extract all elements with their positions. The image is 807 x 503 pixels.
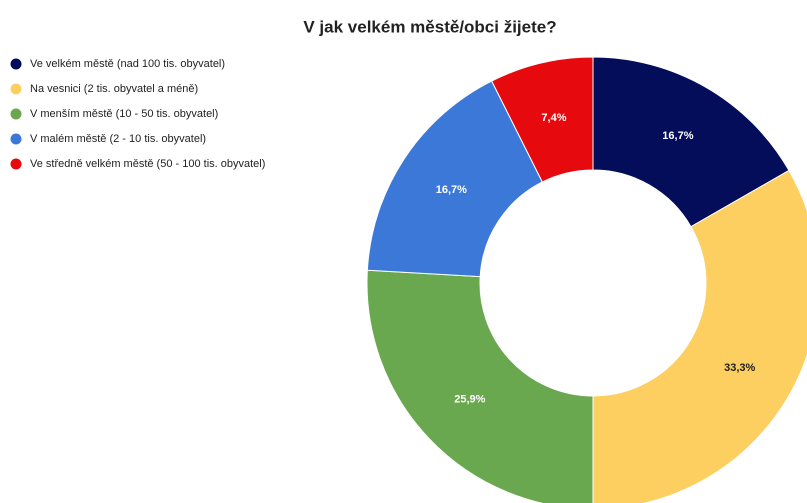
legend-marker (10, 58, 22, 70)
legend-marker (10, 83, 22, 95)
slice (366, 80, 544, 278)
slice-label: 16,7% (662, 130, 693, 142)
slice-label: 33,3% (724, 362, 755, 374)
legend-text: V malém městě (2 - 10 tis. obyvatel) (30, 133, 206, 145)
legend-text: Ve středně velkém městě (50 - 100 tis. o… (30, 158, 265, 170)
slice (490, 56, 594, 183)
slice-label: 25,9% (454, 393, 485, 405)
slice-label: 16,7% (436, 184, 467, 196)
slice (592, 56, 790, 228)
chart-title: V jak velkém městě/obci žijete? (303, 17, 556, 36)
legend-text: Ve velkém městě (nad 100 tis. obyvatel) (30, 58, 225, 70)
slice (592, 169, 807, 503)
legend-text: V menším městě (10 - 50 tis. obyvatel) (30, 108, 218, 120)
slice-label: 7,4% (541, 112, 566, 124)
legend-marker (10, 108, 22, 120)
slice (366, 269, 594, 503)
legend-marker (10, 133, 22, 145)
legend-marker (10, 158, 22, 170)
legend-text: Na vesnici (2 tis. obyvatel a méně) (30, 83, 198, 95)
